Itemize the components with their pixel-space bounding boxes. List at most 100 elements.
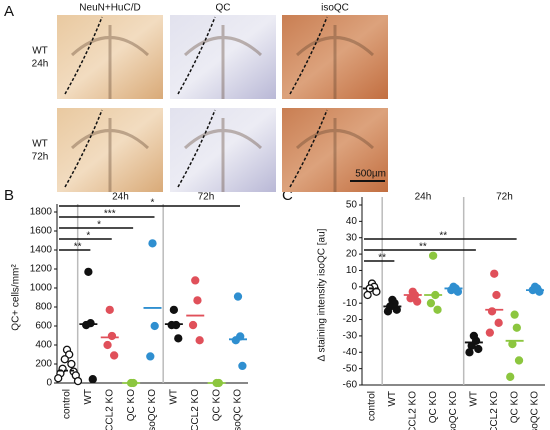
brain-outline bbox=[183, 118, 263, 192]
data-point bbox=[492, 290, 501, 300]
x-tick-label: WT bbox=[387, 391, 398, 407]
x-tick-label: QC KO bbox=[211, 389, 222, 421]
y-tick-label: 0 bbox=[351, 281, 357, 292]
brain-outline bbox=[295, 118, 375, 192]
data-point bbox=[506, 372, 515, 381]
brain-outline bbox=[70, 25, 150, 99]
data-point bbox=[150, 321, 159, 331]
data-point bbox=[231, 336, 240, 345]
data-point bbox=[188, 320, 198, 330]
data-point bbox=[428, 251, 438, 260]
group-label: 72h bbox=[496, 192, 513, 203]
data-point bbox=[60, 355, 69, 364]
data-point bbox=[105, 305, 114, 315]
x-tick-label: WT bbox=[169, 389, 180, 405]
data-point bbox=[238, 361, 247, 371]
panel-label: A bbox=[4, 3, 14, 20]
y-tick-label: 800 bbox=[35, 302, 52, 313]
x-tick-label: CCL2 KO bbox=[407, 391, 418, 430]
data-point bbox=[426, 299, 436, 308]
data-point bbox=[84, 267, 93, 277]
x-tick-label: control bbox=[62, 389, 73, 419]
brain-outline bbox=[295, 25, 375, 99]
data-point bbox=[465, 348, 474, 357]
group-label: 24h bbox=[415, 192, 432, 203]
data-point bbox=[485, 328, 495, 337]
lesion-border bbox=[177, 109, 216, 188]
data-point bbox=[54, 374, 63, 383]
y-tick-label: 200 bbox=[35, 359, 52, 370]
y-tick-label: 1600 bbox=[30, 226, 53, 237]
lesion-border bbox=[64, 16, 103, 95]
column-label: isoQC bbox=[321, 3, 349, 14]
column-label: QC bbox=[216, 3, 231, 14]
data-point bbox=[88, 375, 97, 384]
data-point bbox=[174, 334, 183, 343]
data-point bbox=[363, 290, 372, 300]
x-tick-label: QC KO bbox=[509, 391, 520, 423]
y-axis-label: Δ staining intensity isoQC [au] bbox=[317, 228, 328, 361]
section-image bbox=[57, 15, 163, 99]
y-tick-label: 1000 bbox=[30, 283, 53, 294]
data-point bbox=[193, 296, 202, 305]
panel-label: B bbox=[4, 187, 14, 204]
scale-label: 500µm bbox=[355, 169, 386, 180]
y-tick-label: 30 bbox=[346, 232, 358, 243]
section-image bbox=[57, 108, 163, 192]
data-point bbox=[512, 323, 521, 332]
significance-label: *** bbox=[104, 209, 116, 220]
data-point bbox=[146, 352, 155, 361]
y-tick-label: 20 bbox=[346, 249, 358, 260]
x-tick-label: QC KO bbox=[428, 391, 439, 423]
x-tick-label: isoQC KO bbox=[530, 391, 541, 430]
section-image bbox=[170, 15, 276, 99]
data-point bbox=[510, 310, 519, 319]
x-tick-label: isoQC KO bbox=[147, 389, 158, 430]
significance-label: * bbox=[151, 198, 155, 209]
data-point bbox=[514, 356, 524, 365]
y-tick-label: -60 bbox=[343, 380, 358, 391]
x-tick-label: CCL2 KO bbox=[104, 389, 115, 430]
y-tick-label: 600 bbox=[35, 321, 52, 332]
data-point bbox=[169, 305, 179, 315]
section-image bbox=[282, 15, 388, 99]
significance-label: ** bbox=[378, 253, 386, 264]
x-tick-label: WT bbox=[83, 389, 94, 405]
data-point bbox=[233, 292, 243, 301]
x-tick-label: isoQC KO bbox=[233, 389, 244, 430]
row-label: WT bbox=[32, 139, 48, 150]
significance-label: ** bbox=[439, 231, 447, 242]
brain-outline bbox=[70, 118, 150, 192]
x-tick-label: WT bbox=[469, 391, 480, 407]
column-label: NeuN+HuC/D bbox=[79, 3, 140, 14]
brain-outline bbox=[183, 25, 263, 99]
y-tick-label: -30 bbox=[343, 331, 358, 342]
y-tick-label: -10 bbox=[343, 298, 358, 309]
y-axis-label: QC+ cells/mm² bbox=[11, 264, 22, 331]
row-label: 24h bbox=[32, 59, 49, 70]
row-label: WT bbox=[32, 46, 48, 57]
y-tick-label: -50 bbox=[343, 363, 358, 374]
y-tick-label: 0 bbox=[46, 378, 52, 389]
y-tick-label: -20 bbox=[343, 314, 358, 325]
x-tick-label: CCL2 KO bbox=[190, 389, 201, 430]
data-point bbox=[490, 269, 499, 278]
y-tick-label: 1200 bbox=[30, 264, 53, 275]
lesion-border bbox=[177, 16, 216, 95]
lesion-border bbox=[64, 109, 103, 188]
x-tick-label: control bbox=[367, 391, 378, 421]
data-point bbox=[103, 340, 112, 350]
data-point bbox=[167, 320, 176, 330]
data-point bbox=[433, 305, 442, 314]
data-point bbox=[494, 318, 503, 327]
data-point bbox=[474, 344, 483, 354]
y-tick-label: 50 bbox=[346, 200, 358, 211]
group-label: 72h bbox=[198, 192, 215, 203]
y-tick-label: 10 bbox=[346, 265, 358, 276]
lesion-border bbox=[289, 109, 328, 188]
section-image bbox=[170, 108, 276, 192]
lesion-border bbox=[289, 16, 328, 95]
data-point bbox=[383, 307, 393, 316]
x-tick-label: isoQC KO bbox=[448, 391, 459, 430]
